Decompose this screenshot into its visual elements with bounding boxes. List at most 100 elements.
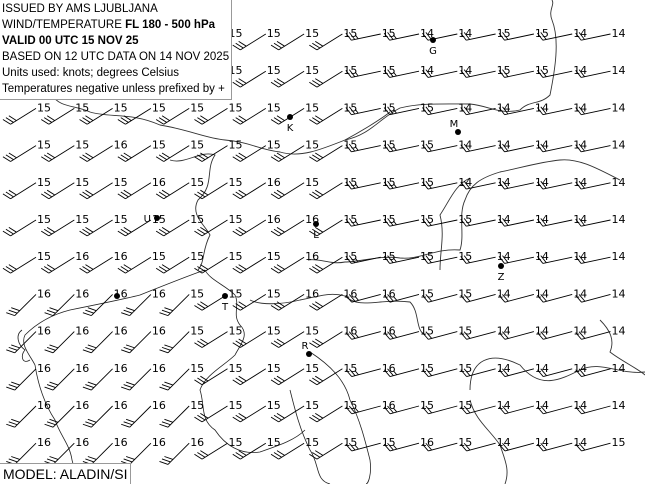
- temperature-value: 16: [75, 436, 89, 449]
- temperature-value: 15: [75, 176, 89, 189]
- wind-barb: [82, 368, 113, 391]
- wind-barb: [575, 405, 611, 415]
- temperature-value: 15: [114, 101, 128, 114]
- station-dot: [114, 293, 120, 299]
- wind-barb: [270, 182, 305, 200]
- temperature-value: 14: [573, 27, 587, 40]
- wind-barb: [498, 255, 534, 264]
- wind-barb: [422, 331, 458, 340]
- temperature-value: 15: [190, 250, 204, 263]
- wind-barb: [270, 331, 305, 348]
- wind-barb: [2, 182, 37, 200]
- temperature-value: 15: [535, 64, 549, 77]
- temperature-value: 15: [305, 101, 319, 114]
- station-label: R: [302, 341, 309, 352]
- wind-barb: [498, 143, 534, 153]
- temperature-value: 16: [75, 362, 89, 375]
- temperature-value: 15: [152, 139, 166, 152]
- temperature-value: 15: [343, 176, 357, 189]
- wind-barb: [460, 255, 496, 264]
- valid-time: VALID 00 UTC 15 NOV 25: [2, 33, 229, 49]
- temperature-value: 15: [75, 213, 89, 226]
- wind-barb: [460, 69, 496, 78]
- wind-barb: [422, 368, 458, 377]
- temperature-value: 15: [190, 399, 204, 412]
- temperature-value: 15: [535, 27, 549, 40]
- temperature-value: 14: [612, 64, 626, 77]
- units-note: Units used: knots; degrees Celsius: [2, 67, 180, 79]
- wind-barb: [159, 442, 190, 465]
- temperature-value: 14: [612, 213, 626, 226]
- wind-barb: [498, 32, 534, 41]
- wind-barb: [498, 331, 535, 340]
- temperature-value: 15: [382, 27, 396, 40]
- temperature-value: 16: [37, 287, 51, 300]
- temperature-value: 15: [343, 139, 357, 152]
- wind-barb: [117, 145, 152, 162]
- temperature-value: 15: [420, 139, 434, 152]
- wind-barb: [309, 368, 343, 386]
- wind-barb: [460, 293, 496, 303]
- temperature-value: 14: [612, 287, 626, 300]
- temperature-value: 15: [420, 362, 434, 375]
- wind-barb: [232, 145, 267, 162]
- wind-barb: [79, 145, 113, 162]
- wind-barb: [309, 294, 343, 311]
- wind-barb: [121, 368, 152, 391]
- wind-barb: [232, 70, 267, 88]
- wind-barb: [460, 106, 496, 116]
- wind-barb: [232, 331, 267, 348]
- wind-barb: [345, 32, 381, 41]
- wind-barb: [232, 219, 267, 237]
- wind-barb: [121, 405, 152, 428]
- wind-barb: [6, 368, 37, 391]
- temperature-value: 15: [152, 101, 166, 114]
- wind-barb: [536, 143, 573, 153]
- wind-barb: [79, 219, 113, 237]
- wind-barb: [537, 293, 573, 303]
- station-label: L: [313, 230, 319, 241]
- wind-barb: [270, 405, 305, 423]
- temperature-value: 15: [382, 250, 396, 263]
- wind-barb: [270, 368, 305, 386]
- station-label: T: [221, 302, 229, 313]
- station-u: U: [144, 214, 160, 225]
- temperature-value: 16: [152, 325, 166, 338]
- wind-barb: [309, 256, 343, 274]
- temperature-value: 16: [37, 436, 51, 449]
- wind-barb: [309, 145, 343, 162]
- wind-barb: [575, 69, 611, 78]
- station-label: M: [450, 119, 459, 130]
- wind-barb: [537, 331, 573, 340]
- temperature-value: 14: [497, 399, 511, 412]
- station-dot: [313, 221, 319, 227]
- temperature-value: 15: [267, 399, 281, 412]
- temperature-value: 14: [573, 399, 587, 412]
- temperature-value: 14: [573, 139, 587, 152]
- temperature-value: 16: [382, 399, 396, 412]
- wind-barb: [575, 32, 611, 41]
- wind-barb: [159, 368, 190, 391]
- temperature-value: 16: [114, 139, 128, 152]
- station-label: U: [144, 214, 151, 225]
- wind-barb: [155, 219, 190, 237]
- wind-barb: [270, 145, 305, 162]
- temperature-value: 15: [229, 325, 243, 338]
- temperature-value: 15: [458, 325, 472, 338]
- wind-barb: [383, 106, 420, 116]
- wind-barb: [345, 442, 381, 452]
- wind-barb: [575, 331, 611, 340]
- wind-barb: [41, 256, 75, 274]
- wind-barb: [194, 145, 228, 162]
- temperature-value: 15: [229, 436, 243, 449]
- temperature-value: 15: [458, 250, 472, 263]
- temperature-value: 15: [343, 64, 357, 77]
- wind-barb: [194, 442, 228, 460]
- temperature-value: 16: [305, 250, 319, 263]
- wind-barb: [575, 180, 611, 190]
- wind-barb: [194, 331, 228, 348]
- temperature-value: 15: [420, 325, 434, 338]
- wind-barb: [155, 145, 190, 162]
- temperature-value: 16: [343, 287, 357, 300]
- wind-barb: [159, 294, 190, 317]
